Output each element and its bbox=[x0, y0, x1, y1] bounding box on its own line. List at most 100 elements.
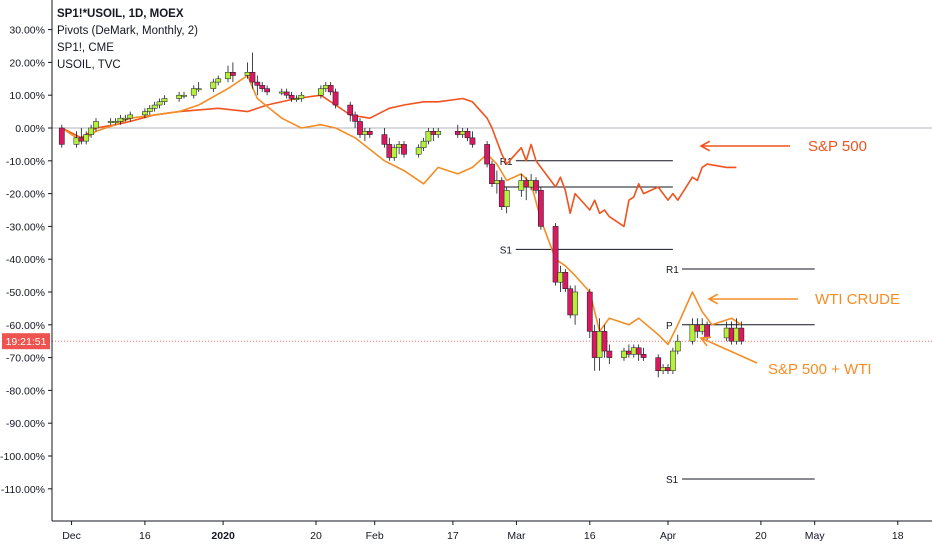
x-tick-label: 20 bbox=[755, 530, 767, 542]
y-tick-label: -110.00% bbox=[1, 484, 45, 496]
x-tick-label: Apr bbox=[660, 530, 677, 542]
combo-annotation: S&P 500 + WTI bbox=[768, 361, 872, 378]
y-tick-label: 0.00% bbox=[15, 123, 45, 135]
compare-series bbox=[61, 74, 742, 346]
y-tick-label: -30.00% bbox=[6, 221, 45, 233]
x-tick-label: 16 bbox=[139, 530, 151, 542]
candle-body bbox=[586, 291, 593, 332]
series-line bbox=[61, 94, 737, 228]
candle-body bbox=[538, 190, 544, 227]
pivot-label: S1 bbox=[500, 245, 513, 256]
candle-body bbox=[161, 98, 168, 103]
candle-body bbox=[601, 331, 608, 352]
candle-body bbox=[298, 94, 305, 99]
x-tick-label: May bbox=[805, 530, 826, 542]
candle-body bbox=[391, 147, 398, 158]
candle-body bbox=[518, 180, 525, 191]
combo-arrow-head bbox=[699, 336, 712, 347]
x-tick-label: 16 bbox=[584, 530, 596, 542]
candle-body bbox=[396, 144, 402, 148]
candle-body bbox=[420, 140, 427, 148]
legend-symbol[interactable]: SP1!*USOIL, 1D, MOEX bbox=[57, 8, 184, 20]
sp500-arrow-head bbox=[699, 140, 711, 152]
candle-body bbox=[728, 327, 735, 342]
y-tick-label: -50.00% bbox=[6, 287, 45, 299]
legend-compare-oil[interactable]: USOIL, TVC bbox=[57, 59, 121, 71]
candle-body bbox=[591, 331, 598, 358]
candle-body bbox=[738, 327, 745, 342]
legend-indicator[interactable]: Pivots (DeMark, Monthly, 2) bbox=[57, 25, 199, 37]
candle-body bbox=[93, 121, 99, 129]
candle-body bbox=[596, 331, 603, 358]
candle-body bbox=[655, 357, 662, 371]
candle-body bbox=[454, 131, 461, 135]
candle-body bbox=[215, 78, 222, 83]
candle-body bbox=[401, 144, 407, 155]
annotation-arrows: S&P 500 WTI CRUDE S&P 500 + WTI bbox=[699, 138, 900, 378]
pivot-label: P bbox=[666, 321, 673, 332]
candle-body bbox=[572, 291, 578, 316]
candle-body bbox=[626, 350, 632, 355]
candle-body bbox=[640, 354, 647, 358]
candle-body bbox=[469, 137, 476, 145]
candle-body bbox=[523, 180, 530, 188]
y-tick-label: -90.00% bbox=[6, 418, 45, 430]
candle-body bbox=[190, 88, 197, 96]
candle-body bbox=[498, 180, 505, 207]
candle-body bbox=[73, 137, 80, 145]
candle-body bbox=[78, 137, 85, 142]
candle-body bbox=[674, 340, 681, 352]
y-tick-label: -80.00% bbox=[6, 385, 45, 397]
candle-body bbox=[88, 127, 94, 135]
candle-body bbox=[533, 180, 539, 191]
candle-body bbox=[259, 85, 266, 89]
candle-body bbox=[293, 98, 300, 100]
y-tick-label: 20.00% bbox=[9, 57, 45, 69]
wti-arrow-head bbox=[707, 293, 719, 305]
x-tick-label: 2020 bbox=[211, 530, 235, 542]
candle-body bbox=[459, 131, 466, 135]
candle-body bbox=[347, 104, 354, 116]
y-tick-label: -70.00% bbox=[6, 353, 45, 365]
candle-body bbox=[464, 131, 471, 139]
candle-body bbox=[181, 94, 187, 97]
candle-body bbox=[322, 85, 329, 89]
x-tick-label: 17 bbox=[447, 530, 459, 542]
y-tick-label: -60.00% bbox=[6, 320, 45, 332]
candle-body bbox=[415, 147, 422, 155]
candle-body bbox=[156, 101, 163, 106]
candle-body bbox=[699, 324, 706, 332]
candle-body bbox=[112, 121, 119, 123]
candle-body bbox=[528, 180, 534, 188]
candle-body bbox=[665, 367, 671, 371]
candlesticks bbox=[58, 52, 745, 378]
candle-body bbox=[283, 91, 290, 96]
candle-body bbox=[694, 324, 701, 332]
candle-body bbox=[366, 131, 373, 135]
pivot-label: R1 bbox=[666, 265, 679, 276]
candle-body bbox=[606, 350, 613, 358]
candle-body bbox=[127, 114, 134, 119]
candle-body bbox=[210, 81, 217, 89]
series-line bbox=[61, 74, 742, 346]
candle-body bbox=[151, 104, 158, 109]
candle-body bbox=[660, 367, 666, 371]
combo-arrow-shaft bbox=[700, 337, 758, 364]
candle-body bbox=[503, 190, 510, 207]
candle-body bbox=[357, 121, 363, 135]
candle-body bbox=[562, 272, 569, 289]
candle-body bbox=[264, 88, 270, 93]
candle-body bbox=[318, 88, 324, 96]
candle-body bbox=[635, 347, 642, 355]
candle-body bbox=[244, 71, 251, 76]
candle-body bbox=[176, 94, 182, 99]
candle-body bbox=[122, 117, 129, 120]
candle-body bbox=[552, 226, 559, 283]
legend-compare-sp[interactable]: SP1!, CME bbox=[57, 42, 114, 54]
candle-body bbox=[567, 288, 574, 316]
x-tick-label: 20 bbox=[310, 530, 322, 542]
candle-body bbox=[225, 71, 231, 80]
